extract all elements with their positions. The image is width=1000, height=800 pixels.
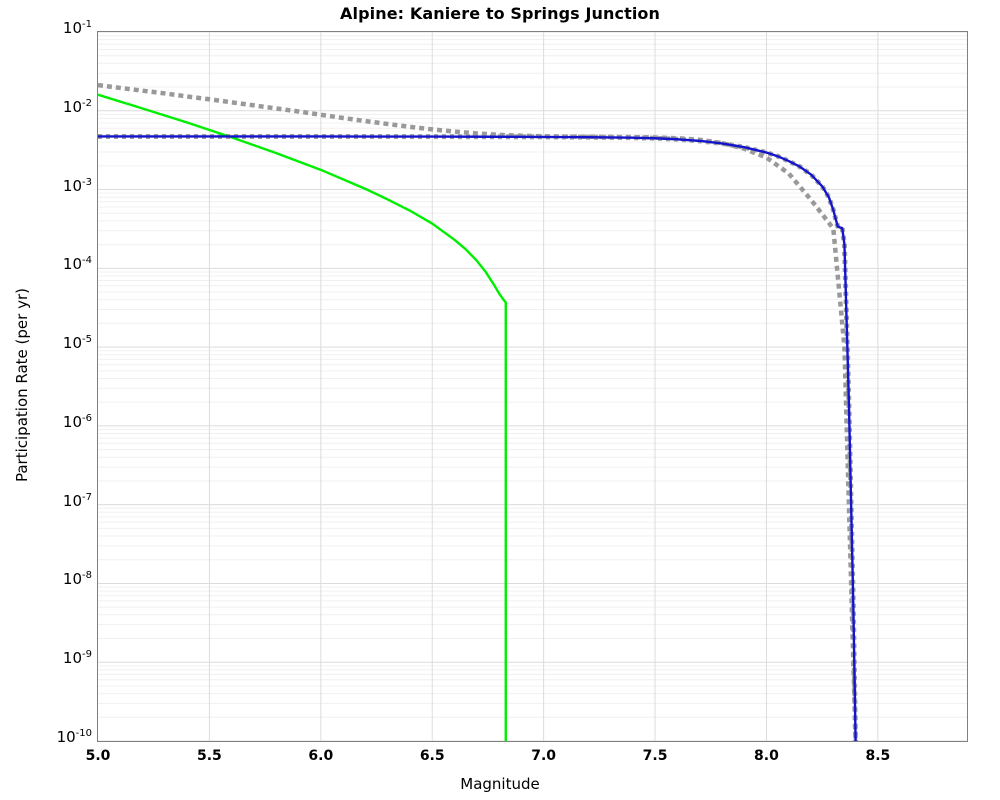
- y-tick-label: 10-9: [62, 649, 92, 668]
- x-tick-label: 5.5: [197, 748, 222, 764]
- y-tick-label: 10-5: [62, 334, 92, 353]
- y-tick-label: 10-1: [62, 19, 92, 37]
- plot-canvas: [98, 32, 967, 741]
- series-background: [98, 93, 507, 741]
- x-tick-label: 8.0: [754, 748, 779, 764]
- x-axis-label: Magnitude: [460, 775, 540, 793]
- y-tick-label: 10-2: [62, 97, 92, 116]
- y-tick-label: 10-8: [62, 570, 92, 589]
- plot-svg: [98, 32, 967, 741]
- series-total-markers: [98, 133, 859, 741]
- x-tick-label: 5.0: [85, 748, 111, 764]
- chart-title: Alpine: Kaniere to Springs Junction: [340, 4, 660, 23]
- x-tick-label: 8.5: [865, 748, 891, 764]
- x-tick-label: 6.5: [419, 748, 445, 764]
- y-axis-tick-labels: 10-1 10-2 10-3 10-4 10-5 10-6 10-7 10-8 10-9 10-1…: [0, 0, 92, 800]
- x-tick-label: 6.0: [308, 748, 334, 764]
- plot-area: [97, 31, 968, 742]
- x-tick-label: 7.0: [531, 748, 557, 764]
- series-group: [98, 82, 859, 741]
- y-tick-label: 10-7: [62, 491, 92, 510]
- y-tick-label: 10-4: [62, 255, 92, 274]
- y-tick-label: 10-10: [56, 728, 92, 746]
- y-tick-label: 10-6: [62, 412, 92, 431]
- series-total: [98, 135, 857, 741]
- y-tick-label: 10-3: [62, 176, 92, 195]
- x-tick-label: 7.5: [642, 748, 668, 764]
- grid-major: [98, 32, 967, 741]
- series-gr-dotted: [98, 82, 858, 741]
